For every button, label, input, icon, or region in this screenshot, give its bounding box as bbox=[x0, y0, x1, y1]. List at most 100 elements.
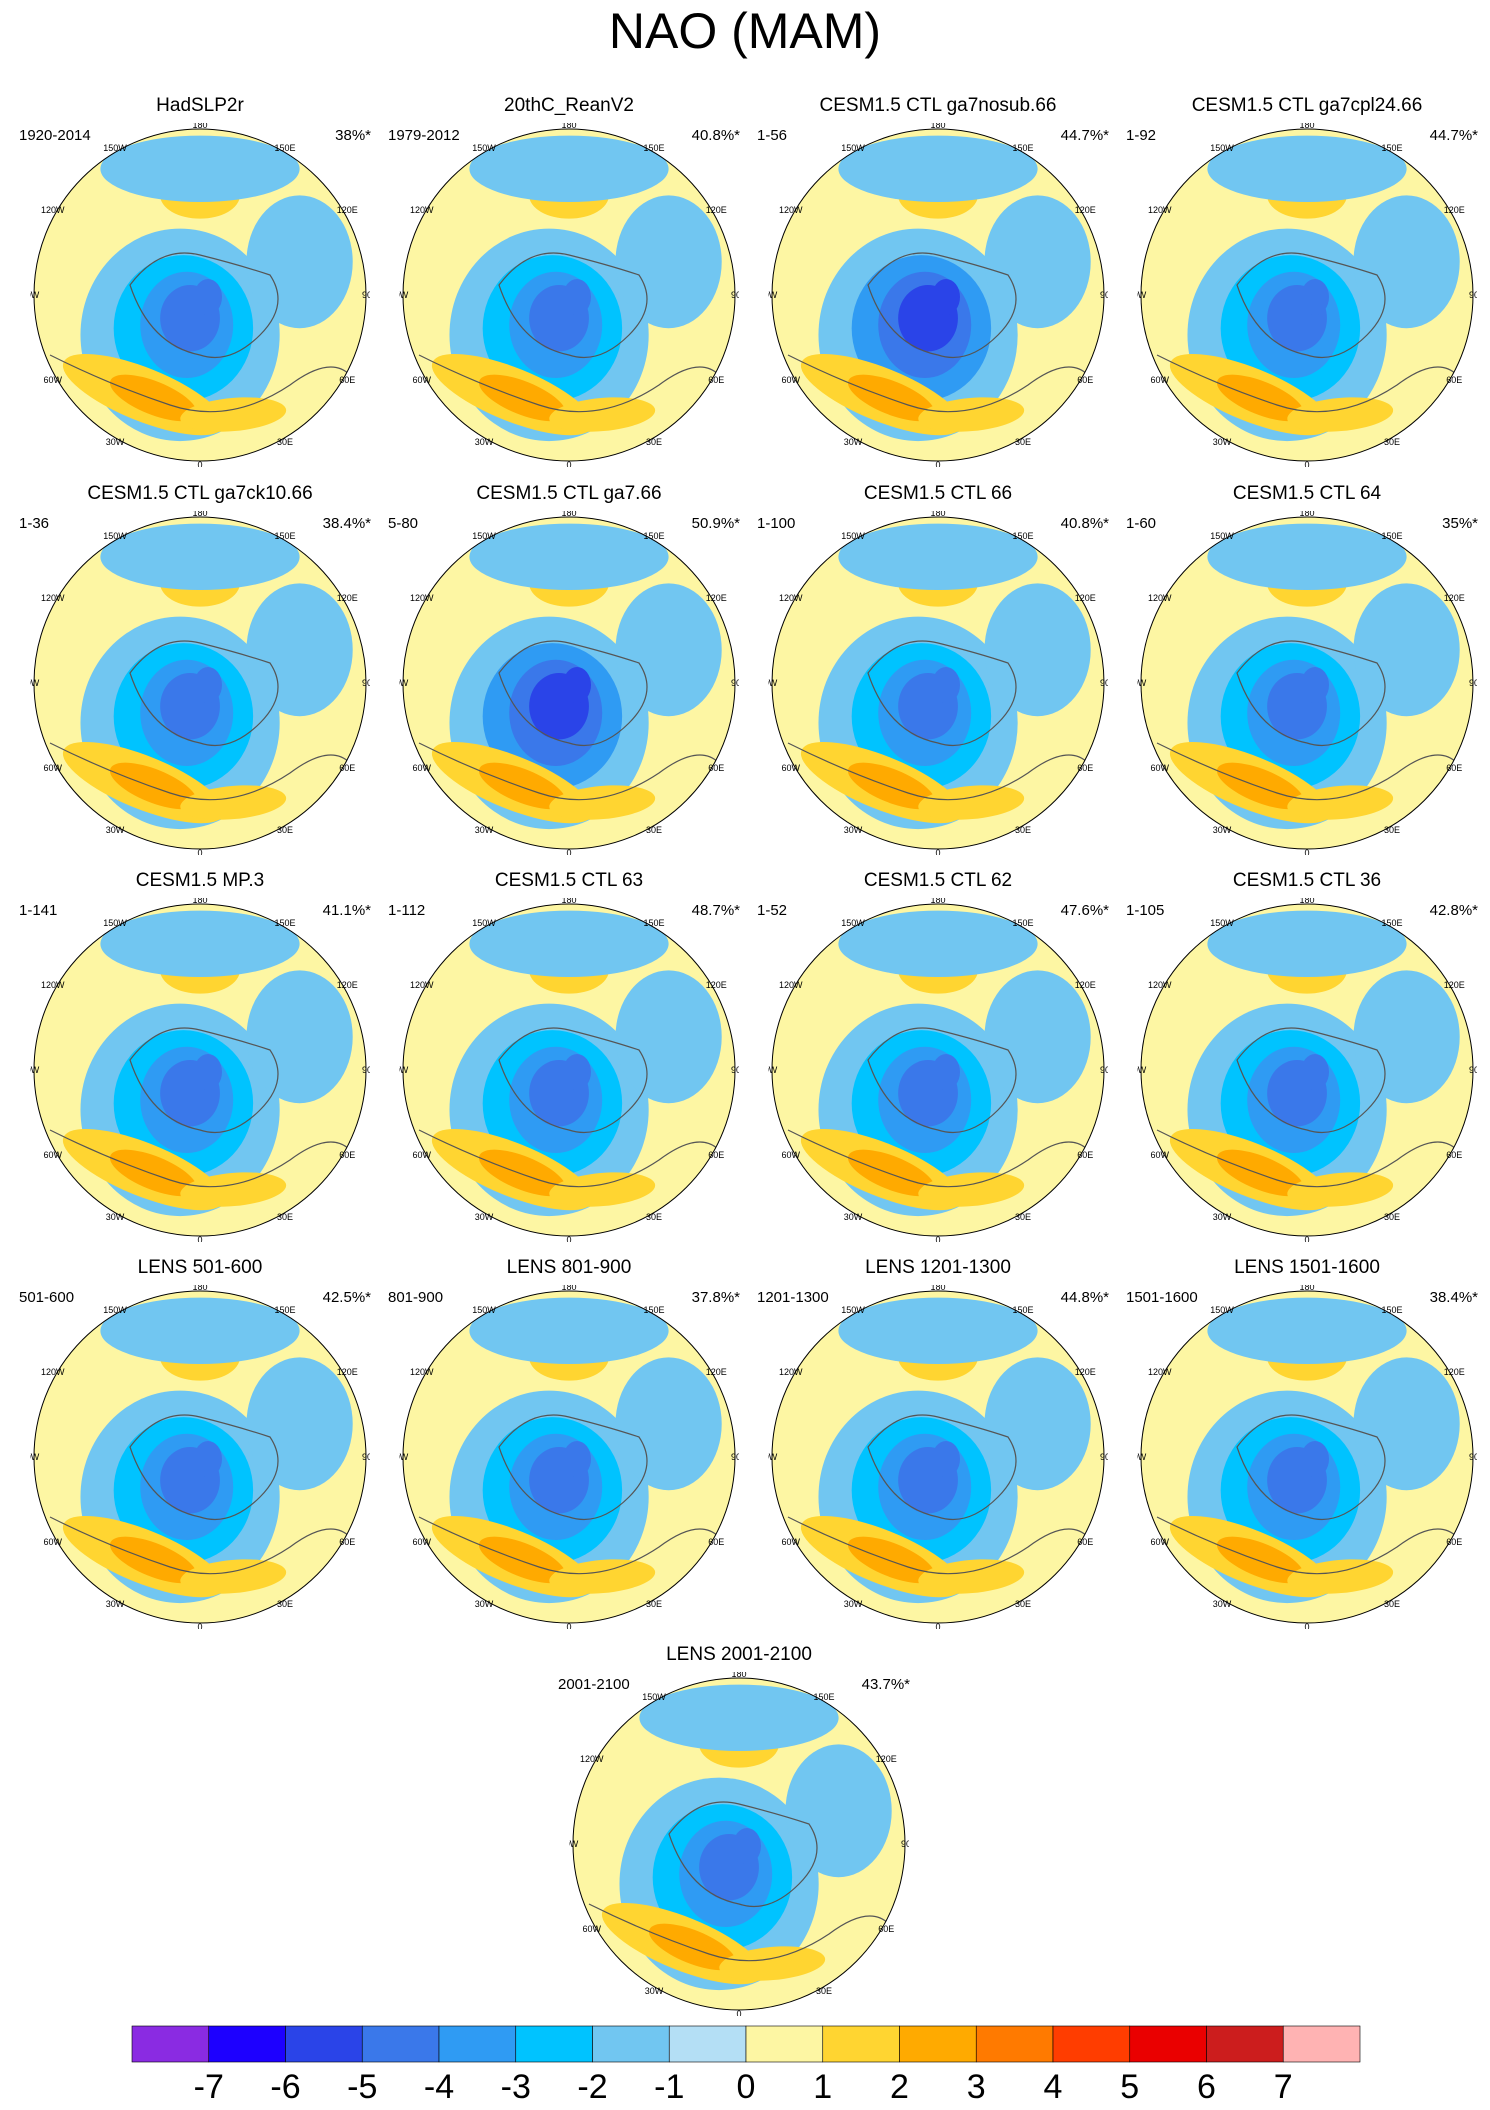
contour-fill bbox=[469, 523, 669, 591]
lon-label: 180 bbox=[561, 898, 576, 905]
lon-label: 120E bbox=[706, 1367, 727, 1377]
contour-fill bbox=[1287, 1172, 1394, 1207]
panel-title: CESM1.5 CTL 66 bbox=[863, 483, 1013, 504]
lon-label: 90W bbox=[30, 290, 40, 300]
contour-fill bbox=[549, 785, 656, 820]
lon-label: 90W bbox=[768, 678, 778, 688]
contour-fill bbox=[180, 1172, 287, 1207]
polar-map: 180 150E 120E 90E 60E 30E 0 30W 60W 90W 120W 150W bbox=[30, 1285, 370, 1629]
coastline bbox=[787, 1516, 1089, 1575]
lon-label: 60E bbox=[1077, 1537, 1093, 1547]
lon-label: 120E bbox=[1444, 205, 1465, 215]
panel-title: CESM1.5 CTL 62 bbox=[863, 870, 1013, 891]
contour-fill bbox=[1287, 785, 1394, 820]
coastline bbox=[588, 1903, 890, 1962]
lon-label: 120W bbox=[779, 980, 803, 990]
lon-label: 90W bbox=[30, 678, 40, 688]
contour-fill bbox=[180, 1559, 287, 1594]
contour-fill bbox=[109, 1149, 198, 1197]
coastline bbox=[418, 1129, 720, 1188]
lon-label: 30W bbox=[106, 825, 125, 835]
lon-label: 120E bbox=[706, 980, 727, 990]
lon-label: 180 bbox=[731, 1672, 746, 1679]
lon-label: 150W bbox=[103, 918, 127, 928]
lon-label: 60E bbox=[339, 1150, 355, 1160]
lon-label: 60E bbox=[339, 1537, 355, 1547]
lon-label: 150W bbox=[472, 1305, 496, 1315]
lon-label: 90W bbox=[569, 1839, 579, 1849]
contour-core bbox=[194, 1054, 222, 1090]
lon-label: 120W bbox=[1148, 593, 1172, 603]
lon-label: 90W bbox=[1137, 1452, 1147, 1462]
panel-title: CESM1.5 CTL ga7nosub.66 bbox=[819, 95, 1057, 116]
contour-fill bbox=[1353, 970, 1460, 1104]
lon-label: 60W bbox=[44, 1537, 63, 1547]
lon-label: 120W bbox=[410, 980, 434, 990]
contour-fill bbox=[478, 1149, 567, 1197]
colorbar-tick-label: 6 bbox=[1197, 2068, 1216, 2106]
lon-label: 150W bbox=[472, 531, 496, 541]
map-boundary bbox=[402, 903, 736, 1237]
lon-label: 0 bbox=[566, 848, 571, 855]
lon-label: 120W bbox=[410, 205, 434, 215]
lon-label: 150E bbox=[1012, 531, 1033, 541]
lon-label: 60W bbox=[1151, 763, 1170, 773]
lon-label: 150E bbox=[1381, 1305, 1402, 1315]
lon-label: 30W bbox=[844, 437, 863, 447]
lon-label: 180 bbox=[1299, 123, 1314, 130]
lon-label: 60W bbox=[1151, 1150, 1170, 1160]
polar-map: 180 150E 120E 90E 60E 30E 0 30W 60W 90W 120W 150W bbox=[1137, 898, 1477, 1242]
lon-label: 90E bbox=[1100, 290, 1108, 300]
map-boundary bbox=[1140, 516, 1474, 850]
contour-core bbox=[194, 667, 222, 703]
map-panel: LENS 1201-1300 1201-1300 44.8%* 180 150E 120E… bbox=[753, 1257, 1123, 1629]
contour-core bbox=[932, 279, 960, 315]
contour-fill bbox=[478, 374, 567, 422]
lon-label: 30W bbox=[106, 1599, 125, 1609]
lon-label: 90E bbox=[1100, 1452, 1108, 1462]
colorbar: -7 -6 -5 -4 -3 -2 -1 0 1 2 3 4 5 6 7 bbox=[131, 2025, 1361, 2106]
contour-fill bbox=[1207, 910, 1407, 978]
contour-fill bbox=[615, 1357, 722, 1491]
lon-label: 30E bbox=[277, 825, 293, 835]
lon-label: 90W bbox=[399, 1452, 409, 1462]
contour-fill bbox=[984, 1357, 1091, 1491]
lon-label: 30W bbox=[106, 1212, 125, 1222]
panel-title: LENS 1501-1600 bbox=[1234, 1257, 1380, 1278]
lon-label: 180 bbox=[192, 511, 207, 518]
panel-years: 1-92 bbox=[1126, 127, 1157, 144]
contour-fill bbox=[918, 785, 1025, 820]
lon-label: 120E bbox=[337, 980, 358, 990]
contour-fill bbox=[469, 135, 669, 203]
colorbar-swatch bbox=[745, 2025, 824, 2063]
polar-map: 180 150E 120E 90E 60E 30E 0 30W 60W 90W 120W 150W bbox=[1137, 1285, 1477, 1629]
lon-label: 60W bbox=[1151, 1537, 1170, 1547]
contour-fill bbox=[100, 135, 300, 203]
polar-map: 180 150E 120E 90E 60E 30E 0 30W 60W 90W 120W 150W bbox=[30, 898, 370, 1242]
coastline bbox=[49, 1516, 351, 1575]
coastline bbox=[1236, 1414, 1386, 1521]
lon-label: 90W bbox=[1137, 290, 1147, 300]
lon-label: 30E bbox=[1384, 825, 1400, 835]
panel-years: 1501-1600 bbox=[1126, 1289, 1198, 1306]
panel-variance-pct: 38%* bbox=[335, 127, 371, 144]
lon-label: 180 bbox=[561, 1285, 576, 1292]
lon-label: 30E bbox=[1015, 437, 1031, 447]
contour-fill bbox=[984, 970, 1091, 1104]
lon-label: 90E bbox=[362, 1065, 370, 1075]
colorbar-tick-label: -3 bbox=[501, 2068, 531, 2106]
panel-variance-pct: 44.7%* bbox=[1429, 127, 1478, 144]
panel-title: CESM1.5 CTL 63 bbox=[494, 870, 644, 891]
coastline bbox=[129, 1027, 279, 1134]
lon-label: 30E bbox=[646, 1212, 662, 1222]
lon-label: 30E bbox=[1015, 825, 1031, 835]
contour-fill bbox=[785, 1744, 892, 1878]
lon-label: 90E bbox=[1469, 678, 1477, 688]
lon-label: 150E bbox=[643, 918, 664, 928]
colorbar-swatch bbox=[361, 2025, 440, 2063]
contour-core bbox=[1301, 667, 1329, 703]
colorbar-tick-label: -7 bbox=[194, 2068, 224, 2106]
map-boundary bbox=[1140, 128, 1474, 462]
contour-core bbox=[733, 1828, 761, 1864]
colorbar-swatch bbox=[1052, 2025, 1131, 2063]
